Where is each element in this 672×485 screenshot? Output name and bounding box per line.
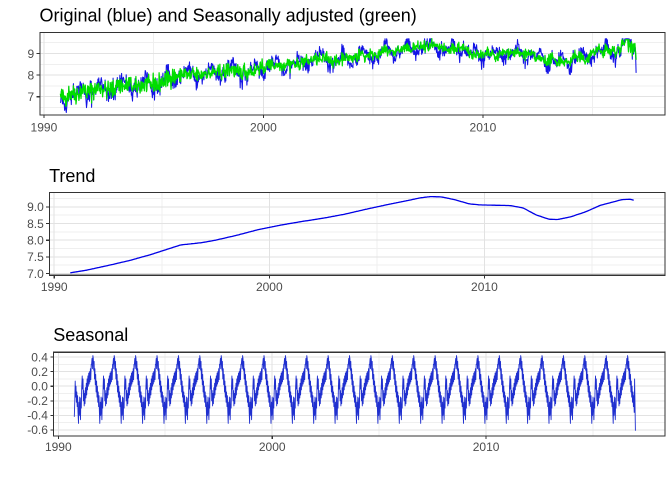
svg-text:1990: 1990 [45, 440, 72, 454]
svg-text:0.0: 0.0 [31, 380, 48, 394]
svg-text:1990: 1990 [41, 280, 68, 294]
svg-text:2010: 2010 [471, 280, 498, 294]
svg-text:7: 7 [28, 90, 35, 104]
svg-text:9.0: 9.0 [27, 200, 44, 214]
svg-text:Seasonal: Seasonal [53, 325, 128, 345]
svg-text:9: 9 [28, 47, 35, 61]
svg-text:8.5: 8.5 [27, 217, 44, 231]
svg-text:7.0: 7.0 [27, 267, 44, 281]
svg-text:2010: 2010 [473, 440, 500, 454]
svg-text:2010: 2010 [470, 121, 497, 135]
svg-text:Trend: Trend [49, 166, 95, 186]
svg-text:Original (blue) and Seasonally: Original (blue) and Seasonally adjusted … [40, 6, 417, 26]
svg-text:8.0: 8.0 [27, 234, 44, 248]
svg-text:2000: 2000 [256, 280, 283, 294]
svg-text:-0.6: -0.6 [27, 423, 48, 437]
svg-text:0.2: 0.2 [31, 365, 48, 379]
svg-text:2000: 2000 [259, 440, 286, 454]
svg-text:-0.2: -0.2 [27, 394, 48, 408]
svg-text:-0.4: -0.4 [27, 409, 48, 423]
svg-text:8: 8 [28, 68, 35, 82]
svg-text:2000: 2000 [250, 121, 277, 135]
svg-text:1990: 1990 [31, 121, 58, 135]
svg-text:7.5: 7.5 [27, 250, 44, 264]
svg-text:0.4: 0.4 [31, 350, 48, 364]
